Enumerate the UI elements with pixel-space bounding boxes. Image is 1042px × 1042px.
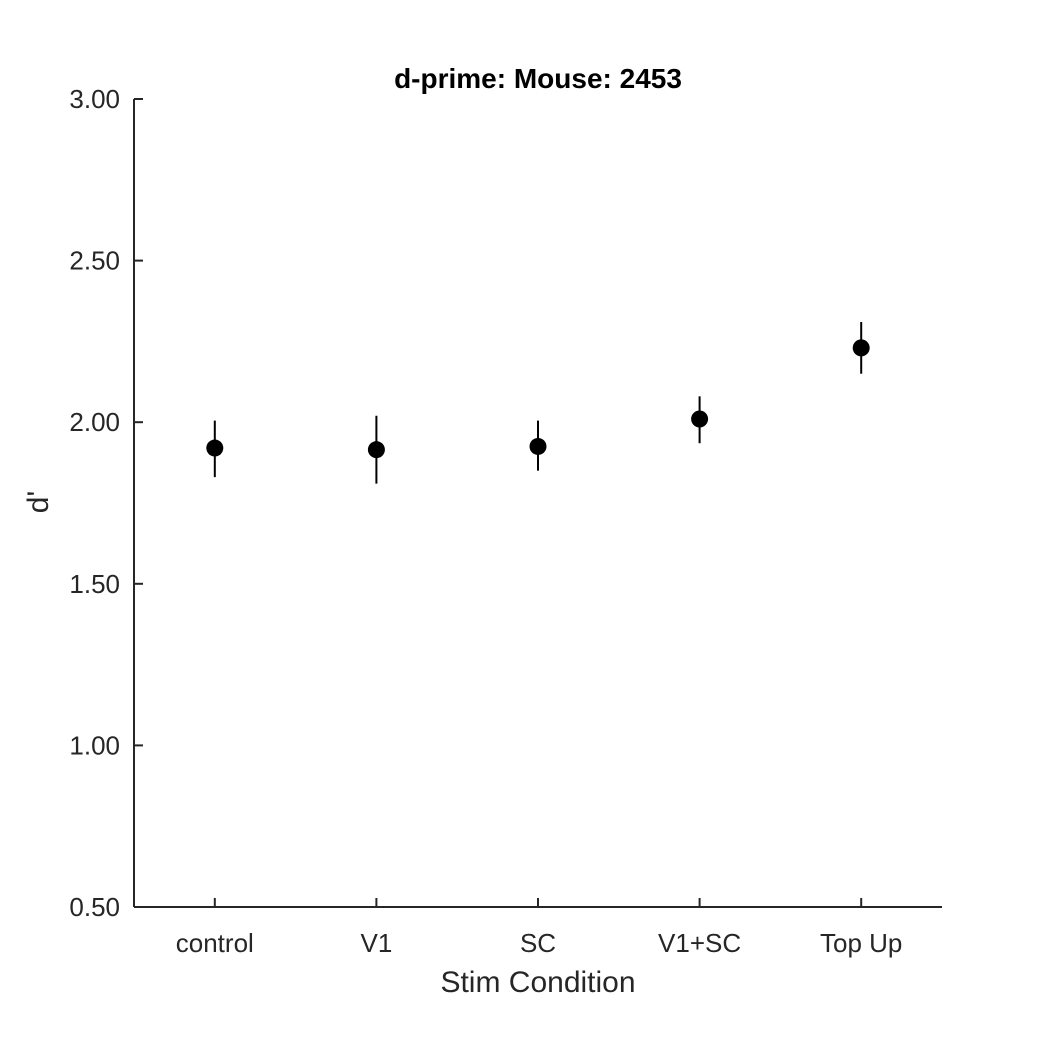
- data-marks: [206, 322, 870, 484]
- x-tick-label: control: [176, 928, 254, 958]
- x-tick-label: V1+SC: [658, 928, 741, 958]
- axes: [133, 99, 942, 908]
- x-ticks: control V1 SC V1+SC Top Up: [176, 898, 902, 958]
- data-point: [529, 437, 547, 455]
- data-point: [206, 439, 224, 457]
- data-point: [367, 441, 385, 459]
- data-point: [852, 339, 870, 357]
- y-ticks: 0.50 1.00 1.50 2.00 2.50 3.00: [69, 84, 143, 922]
- y-tick-label: 2.00: [69, 407, 120, 437]
- x-tick-label: SC: [520, 928, 556, 958]
- y-tick-label: 2.50: [69, 246, 120, 276]
- y-tick-label: 3.00: [69, 84, 120, 114]
- data-point: [691, 410, 709, 428]
- x-axis-title: Stim Condition: [440, 966, 635, 999]
- chart-title: d-prime: Mouse: 2453: [394, 63, 682, 94]
- x-tick-label: Top Up: [820, 928, 902, 958]
- y-tick-label: 0.50: [69, 892, 120, 922]
- y-tick-label: 1.50: [69, 569, 120, 599]
- x-tick-label: V1: [360, 928, 392, 958]
- y-tick-label: 1.00: [69, 730, 120, 760]
- y-axis-title: d': [22, 491, 55, 513]
